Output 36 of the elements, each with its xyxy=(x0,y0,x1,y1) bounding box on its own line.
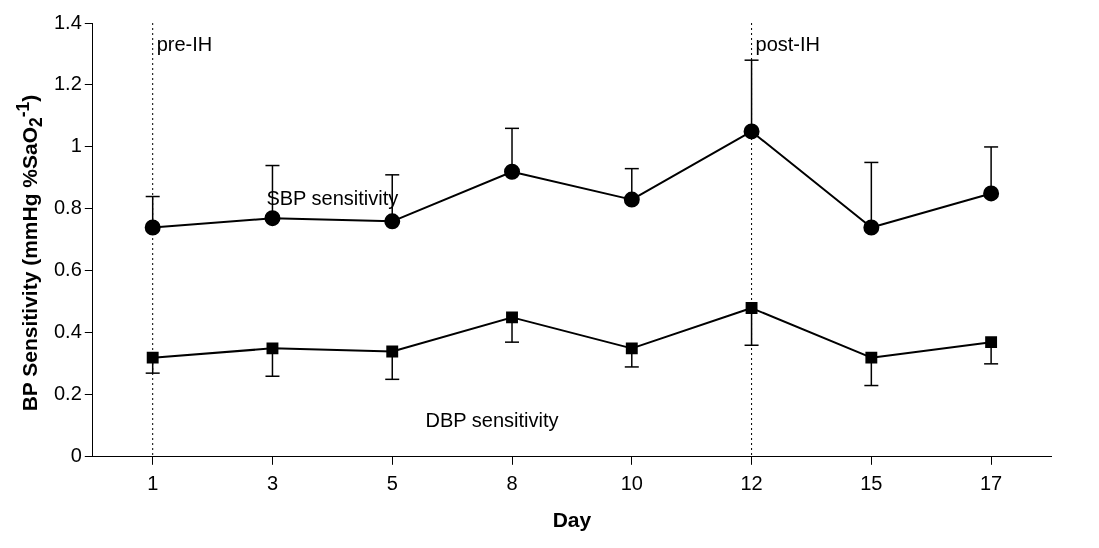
point xyxy=(504,163,521,180)
x-tick-label: 8 xyxy=(506,472,518,495)
y-tick-label: 0 xyxy=(70,444,82,467)
point xyxy=(386,345,399,358)
y-tick-label: 0.6 xyxy=(53,258,82,281)
ref-line-label: pre-IH xyxy=(156,32,213,55)
x-tick-label: 10 xyxy=(620,472,643,495)
point xyxy=(865,351,878,364)
x-tick-label: 17 xyxy=(979,472,1003,495)
point xyxy=(863,219,880,236)
text: DBP sensitivity xyxy=(425,408,559,431)
x-tick-label: 3 xyxy=(266,472,279,495)
point xyxy=(384,213,401,230)
y-tick-label: 0.4 xyxy=(53,320,82,343)
y-tick-label: 1.4 xyxy=(53,10,82,33)
point xyxy=(506,311,518,324)
point xyxy=(623,191,640,208)
point xyxy=(743,123,760,140)
point xyxy=(266,342,279,355)
point xyxy=(745,302,758,315)
x-axis-title: Day xyxy=(552,508,592,532)
x-tick-label: 5 xyxy=(386,472,398,495)
point xyxy=(625,342,638,355)
point xyxy=(264,210,281,227)
ref-line-label: post-IH xyxy=(755,32,821,55)
y-tick-label: 1 xyxy=(70,134,82,157)
point xyxy=(144,219,161,236)
x-tick-label: 15 xyxy=(860,472,883,495)
x-tick-label: 12 xyxy=(740,472,763,495)
point xyxy=(985,336,998,349)
point xyxy=(983,185,1000,202)
y-tick-label: 0.2 xyxy=(53,382,82,405)
point xyxy=(146,351,159,364)
y-tick-label: 0.8 xyxy=(53,196,82,219)
y-tick-label: 1.2 xyxy=(53,72,82,95)
x-tick-label: 1 xyxy=(147,472,159,495)
